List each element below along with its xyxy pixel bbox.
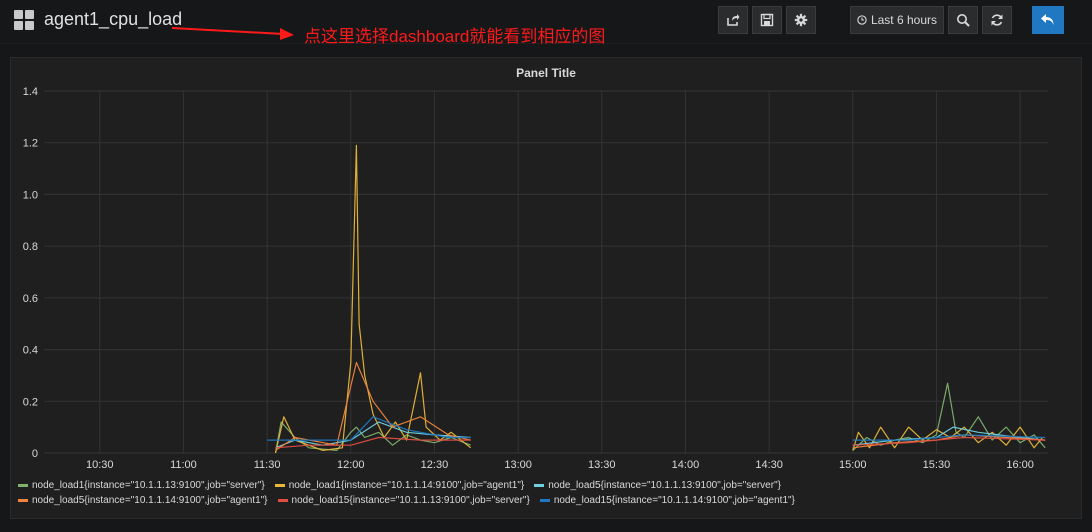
zoom-out-icon [957,14,970,27]
save-icon [760,13,774,27]
x-tick-label: 13:00 [504,459,532,471]
x-tick-label: 11:00 [170,459,197,471]
x-tick-label: 10:30 [86,459,114,471]
legend-item[interactable]: node_load5{instance="10.1.1.14:9100",job… [18,493,268,508]
legend-label: node_load5{instance="10.1.1.13:9100",job… [548,480,781,491]
back-icon [1041,14,1054,25]
legend-item[interactable]: node_load15{instance="10.1.1.14:9100",jo… [539,493,795,508]
series-line [852,434,1046,441]
y-tick-label: 0.4 [23,345,38,357]
legend-row: node_load5{instance="10.1.1.14:9100",job… [18,493,1078,508]
legend-swatch [539,499,550,502]
x-tick-label: 13:30 [588,459,616,471]
share-button[interactable] [718,6,748,34]
series-line [852,382,1046,451]
series-line [852,436,1046,446]
y-tick-label: 0.8 [23,241,38,253]
y-tick-label: 1.2 [23,138,38,150]
legend-swatch [18,499,28,502]
share-icon [727,14,740,26]
y-tick-label: 0.2 [23,396,38,408]
settings-button[interactable] [786,6,816,34]
back-to-dashboard-button[interactable] [1032,6,1064,34]
panel-title[interactable]: Panel Title [516,66,576,80]
clock-icon [857,15,867,25]
x-tick-label: 15:30 [923,459,951,471]
x-tick-label: 14:30 [755,459,783,471]
y-tick-label: 1.0 [23,189,38,201]
x-tick-label: 15:00 [839,459,867,471]
legend-label: node_load1{instance="10.1.1.14:9100",job… [288,480,525,491]
zoom-out-button[interactable] [948,6,978,34]
series-line [267,416,471,441]
legend-label: node_load1{instance="10.1.1.13:9100",job… [32,480,265,491]
time-range-picker[interactable]: Last 6 hours [850,6,944,34]
legend-label: node_load15{instance="10.1.1.13:9100",jo… [291,495,530,506]
x-tick-label: 16:00 [1006,459,1034,471]
legend-swatch [18,484,28,487]
y-tick-label: 0 [32,448,38,460]
series-line [275,361,471,451]
y-tick-label: 0.6 [23,293,38,305]
series-line [274,421,471,454]
legend-swatch [534,484,545,487]
x-tick-label: 12:30 [421,459,449,471]
top-navbar: agent1_cpu_load 点这里选择dashboard就能看到相应的图 [0,0,1092,46]
refresh-icon [991,14,1003,26]
dashboard-grid-icon[interactable] [14,10,34,30]
series-line [274,144,472,454]
legend-item[interactable]: node_load1{instance="10.1.1.13:9100",job… [18,478,265,493]
time-range-label: Last 6 hours [870,13,937,27]
chart-legend: node_load1{instance="10.1.1.13:9100",job… [18,478,1078,508]
refresh-button[interactable] [982,6,1012,34]
annotation-arrow-icon [172,27,294,40]
legend-swatch [277,499,288,502]
dashboard-title[interactable]: agent1_cpu_load [44,9,183,29]
legend-label: node_load15{instance="10.1.1.14:9100",jo… [553,495,795,506]
x-tick-label: 12:00 [337,459,365,471]
x-tick-label: 14:00 [672,459,700,471]
legend-row: node_load1{instance="10.1.1.13:9100",job… [18,478,1078,493]
legend-label: node_load5{instance="10.1.1.14:9100",job… [32,495,268,506]
gear-icon [794,13,808,27]
y-tick-label: 1.4 [23,86,38,98]
legend-item[interactable]: node_load1{instance="10.1.1.14:9100",job… [274,478,525,493]
legend-item[interactable]: node_load5{instance="10.1.1.13:9100",job… [534,478,781,493]
legend-swatch [274,484,285,487]
save-button[interactable] [752,6,782,34]
x-tick-label: 11:30 [254,459,281,471]
series-line [275,436,471,449]
legend-item[interactable]: node_load15{instance="10.1.1.13:9100",jo… [277,493,530,508]
annotation-text: 点这里选择dashboard就能看到相应的图 [304,27,606,46]
